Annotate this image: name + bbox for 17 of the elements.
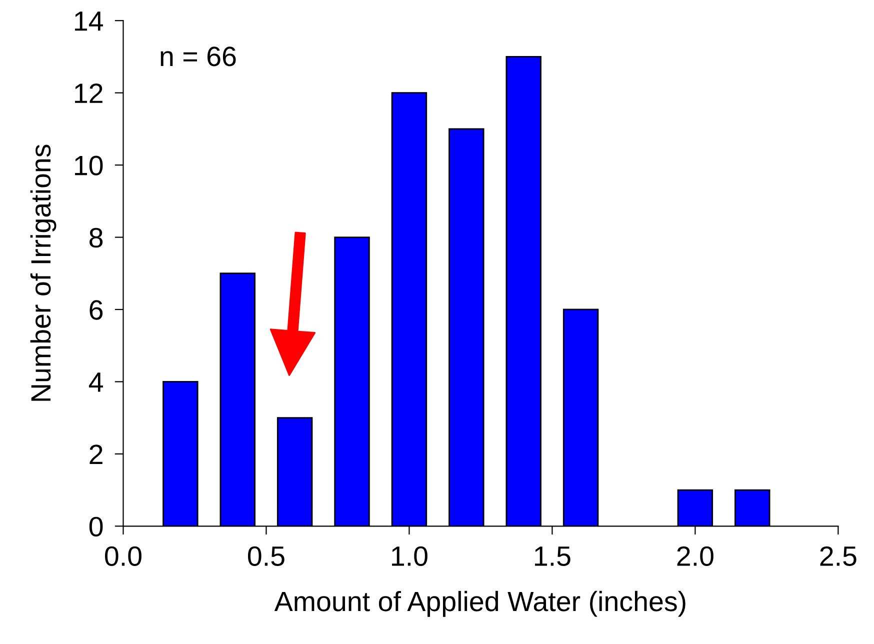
y-tick-label: 0	[89, 516, 103, 536]
y-axis-title: Number of Irrigations	[30, 144, 56, 401]
y-tick-label: 10	[75, 156, 103, 176]
x-axis-title: Amount of Applied Water (inches)	[274, 590, 686, 617]
y-tick-label: 12	[75, 83, 102, 103]
annotation: n = 66	[160, 46, 236, 66]
y-tick-label: 14	[75, 12, 103, 31]
y-tick-label: 6	[90, 300, 103, 320]
x-tick-label: 1.0	[392, 546, 428, 566]
y-tick-label: 2	[90, 444, 102, 464]
x-tick-label: 0.5	[248, 546, 284, 566]
x-tick-label: 2.5	[820, 546, 856, 566]
x-tick-label: 0.0	[105, 546, 142, 566]
y-tick-label: 8	[90, 228, 103, 248]
x-tick-label: 2.0	[677, 546, 714, 566]
x-tick-label: 1.5	[535, 546, 570, 566]
y-tick-label: 4	[88, 372, 103, 392]
